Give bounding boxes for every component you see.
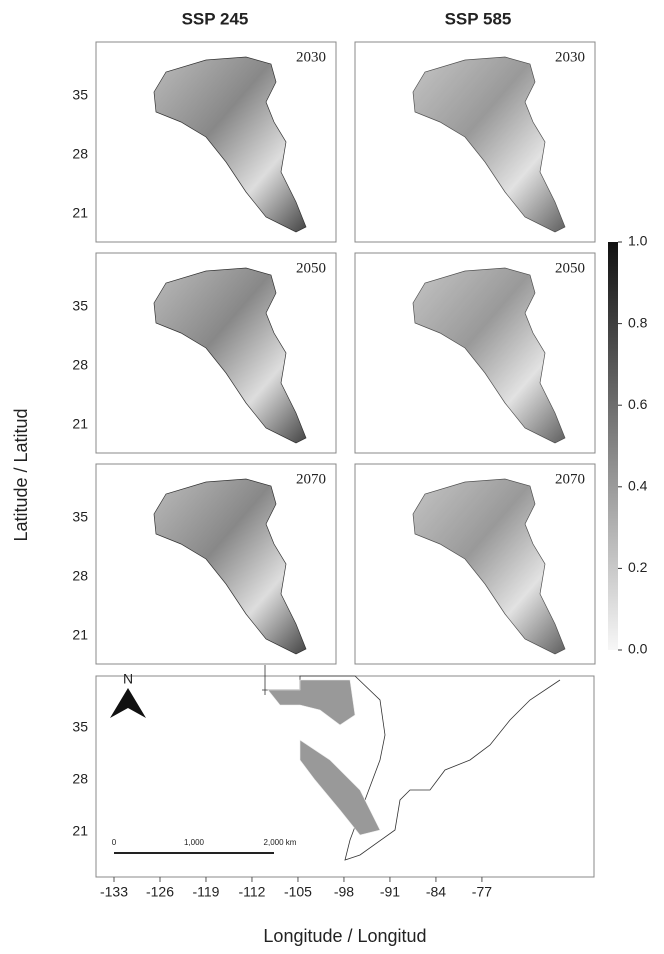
panel-year: 2030	[555, 49, 585, 65]
y-tick-label: 28	[72, 357, 88, 373]
colorbar	[608, 242, 618, 650]
map-panel: 2070	[95, 463, 337, 665]
x-tick-label: -77	[472, 884, 492, 900]
scale-label: 0	[112, 838, 117, 847]
x-tick-label: -91	[380, 884, 400, 900]
x-tick-label: -105	[284, 884, 312, 900]
map-panel: 2030	[95, 41, 337, 243]
y-tick-label: 28	[72, 146, 88, 162]
column-header: SSP 585	[445, 9, 512, 28]
panel-year: 2070	[555, 471, 585, 487]
north-label: N	[123, 671, 133, 687]
colorbar-label: 0.0	[628, 641, 648, 657]
map-panel: 2070	[354, 463, 596, 665]
colorbar-label: 0.8	[628, 314, 648, 330]
colorbar-label: 0.4	[628, 478, 648, 494]
panel-year: 2050	[555, 260, 585, 276]
north-arrow	[110, 688, 146, 718]
y-tick-label: 28	[72, 771, 88, 787]
colorbar-label: 0.6	[628, 396, 648, 412]
y-tick-label: 35	[72, 719, 88, 735]
y-tick-label: 21	[72, 415, 88, 431]
x-axis-title: Longitude / Longitud	[263, 926, 426, 946]
y-axis-title: Latitude / Latitud	[11, 408, 31, 541]
map-panel: 2050	[95, 252, 337, 454]
scale-label: 1,000	[184, 838, 205, 847]
column-header: SSP 245	[182, 9, 249, 28]
y-tick-label: 35	[72, 509, 88, 525]
x-tick-label: -112	[238, 884, 265, 900]
colorbar-label: 1.0	[628, 233, 648, 249]
y-tick-label: 21	[72, 822, 88, 838]
y-tick-label: 21	[72, 626, 88, 642]
coastline	[262, 665, 561, 861]
colorbar-label: 0.2	[628, 559, 648, 575]
panel-year: 2070	[296, 471, 326, 487]
x-tick-label: -133	[100, 884, 128, 900]
panel-year: 2030	[296, 49, 326, 65]
panel-year: 2050	[296, 260, 326, 276]
y-tick-label: 28	[72, 568, 88, 584]
x-tick-label: -119	[192, 884, 219, 900]
y-tick-label: 35	[72, 298, 88, 314]
y-tick-label: 35	[72, 87, 88, 103]
study-region	[267, 679, 381, 836]
map-panel: 2050	[354, 252, 596, 454]
bottom-map: N 0 1,000 2,000 km	[95, 665, 595, 878]
x-tick-label: -126	[146, 884, 174, 900]
map-panel: 2030	[354, 41, 596, 243]
scale-label: 2,000 km	[264, 838, 297, 847]
x-tick-label: -84	[426, 884, 446, 900]
x-tick-label: -98	[334, 884, 354, 900]
y-tick-label: 21	[72, 204, 88, 220]
